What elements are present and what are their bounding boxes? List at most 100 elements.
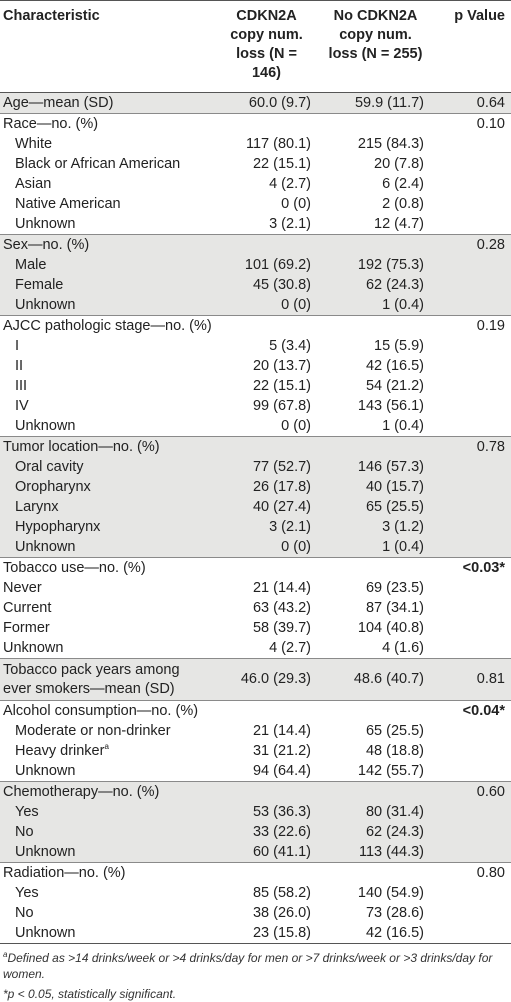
row-label: Tobacco use—no. (%) — [0, 557, 212, 578]
table-row-sub: Unknown 60 (41.1) 113 (44.3) — [0, 842, 511, 863]
row-label-text: No — [15, 824, 34, 840]
no-cdkn2a-loss-value — [315, 557, 432, 578]
row-label: No — [0, 903, 212, 923]
table-row-sub: Oral cavity 77 (52.7) 146 (57.3) — [0, 457, 511, 477]
row-label: Unknown — [0, 416, 212, 437]
p-value — [432, 174, 511, 194]
row-label-text: Unknown — [15, 216, 76, 232]
p-value — [432, 537, 511, 558]
p-value: 0.81 — [432, 658, 511, 701]
p-value — [432, 396, 511, 416]
no-cdkn2a-loss-value: 1 (0.4) — [315, 295, 432, 316]
p-value — [432, 638, 511, 659]
no-cdkn2a-loss-value: 6 (2.4) — [382, 176, 424, 192]
p-value: 0.78 — [432, 436, 511, 457]
row-label-text: Tobacco use—no. (%) — [3, 560, 146, 576]
row-label-text: Age—mean (SD) — [3, 95, 114, 111]
cdkn2a-loss-value: 60.0 (9.7) — [212, 92, 315, 114]
row-label: Black or African American — [0, 154, 212, 174]
row-label-text: AJCC pathologic stage—no. (%) — [3, 318, 212, 334]
no-cdkn2a-loss-value: 42 (16.5) — [315, 923, 432, 944]
cdkn2a-loss-value: 22 (15.1) — [252, 378, 311, 394]
row-label: III — [0, 376, 212, 396]
cdkn2a-loss-value: 23 (15.8) — [212, 923, 315, 944]
table-row-sub: Moderate or non-drinker 21 (14.4) 65 (25.5… — [0, 721, 511, 741]
table-row-group: Current 63 (43.2) 87 (34.1) — [0, 598, 511, 618]
table-row-group: Race—no. (%) 0.10 — [0, 113, 511, 134]
row-label-text: Larynx — [15, 499, 59, 515]
cdkn2a-loss-value: 3 (2.1) — [212, 517, 315, 537]
cdkn2a-loss-value: 40 (27.4) — [212, 497, 315, 517]
row-label: I — [0, 336, 212, 356]
footnote-a-marker: a — [3, 950, 8, 959]
p-value — [432, 214, 511, 235]
row-label-text: Alcohol consumption—no. (%) — [3, 703, 199, 719]
cdkn2a-loss-value: 21 (14.4) — [252, 580, 311, 596]
row-label: AJCC pathologic stage—no. (%) — [0, 315, 212, 336]
p-value: 0.28 — [432, 234, 511, 255]
row-label-text: Male — [15, 257, 47, 273]
row-label-text: Chemotherapy—no. (%) — [3, 784, 160, 800]
no-cdkn2a-loss-value: 140 (54.9) — [357, 885, 424, 901]
header-cdkn2a-loss-line2: copy num. — [230, 27, 303, 43]
no-cdkn2a-loss-value — [315, 862, 432, 883]
row-label-text: Moderate or non-drinker — [15, 723, 171, 739]
table-header-row: Characteristic CDKN2A copy num. loss (N … — [0, 0, 511, 93]
table-row-group: Chemotherapy—no. (%) 0.60 — [0, 781, 511, 802]
row-label: Unknown — [0, 295, 212, 316]
row-label: Sex—no. (%) — [0, 234, 212, 255]
no-cdkn2a-loss-value: 4 (1.6) — [382, 640, 424, 656]
cdkn2a-loss-value: 58 (39.7) — [252, 620, 311, 636]
p-value — [432, 517, 511, 537]
table-row-group: Age—mean (SD) 60.0 (9.7) 59.9 (11.7) 0.64 — [0, 92, 511, 114]
cdkn2a-loss-value: 94 (64.4) — [252, 763, 311, 779]
row-label: Race—no. (%) — [0, 113, 212, 134]
cdkn2a-loss-value: 117 (80.1) — [245, 136, 311, 152]
row-label: Hypopharynx — [0, 517, 212, 537]
row-label: Alcohol consumption—no. (%) — [0, 700, 212, 721]
table-row-sub: Oropharynx 26 (17.8) 40 (15.7) — [0, 477, 511, 497]
header-cdkn2a-loss-line3: loss (N = 146) — [236, 46, 297, 81]
header-cdkn2a-loss-line1: CDKN2A — [236, 8, 297, 24]
row-label: Chemotherapy—no. (%) — [0, 781, 212, 802]
p-value — [432, 134, 511, 154]
cdkn2a-loss-value: 99 (67.8) — [252, 398, 311, 414]
no-cdkn2a-loss-value — [315, 436, 432, 457]
cdkn2a-loss-value: 0 (0) — [281, 418, 311, 434]
p-value — [432, 618, 511, 638]
cdkn2a-loss-value: 45 (30.8) — [212, 275, 315, 295]
cdkn2a-loss-value: 60 (41.1) — [212, 842, 315, 863]
no-cdkn2a-loss-value: 65 (25.5) — [315, 497, 432, 517]
table-row-group: AJCC pathologic stage—no. (%) 0.19 — [0, 315, 511, 336]
row-label-text: Native American — [15, 196, 121, 212]
no-cdkn2a-loss-value: 104 (40.8) — [357, 620, 424, 636]
no-cdkn2a-loss-value: 73 (28.6) — [365, 905, 424, 921]
p-value — [432, 255, 511, 275]
no-cdkn2a-loss-value: 146 (57.3) — [315, 457, 432, 477]
cdkn2a-loss-value: 5 (3.4) — [269, 338, 311, 354]
table-row-sub: II 20 (13.7) 42 (16.5) — [0, 356, 511, 376]
table-row-sub: III 22 (15.1) 54 (21.2) — [0, 376, 511, 396]
no-cdkn2a-loss-value — [315, 234, 432, 255]
table-row-group: Never 21 (14.4) 69 (23.5) — [0, 578, 511, 598]
row-label-text: Hypopharynx — [15, 519, 101, 535]
p-value — [432, 923, 511, 944]
cdkn2a-loss-value: 4 (2.7) — [269, 176, 311, 192]
no-cdkn2a-loss-value: 3 (1.2) — [315, 517, 432, 537]
row-label-text: I — [15, 338, 20, 354]
no-cdkn2a-loss-value: 1 (0.4) — [315, 537, 432, 558]
no-cdkn2a-loss-value: 48.6 (40.7) — [315, 658, 432, 701]
p-value: <0.04* — [432, 700, 511, 721]
no-cdkn2a-loss-value — [315, 113, 432, 134]
p-value: 0.10 — [432, 113, 511, 134]
table-row-sub: Yes 85 (58.2) 140 (54.9) — [0, 883, 511, 903]
row-label-text: Female — [15, 277, 64, 293]
row-label-text: Race—no. (%) — [3, 116, 99, 132]
cdkn2a-loss-value: 0 (0) — [212, 295, 315, 316]
header-no-cdkn2a-loss-line3: loss (N = 255) — [328, 46, 423, 62]
header-p-value: p Value — [454, 8, 505, 24]
p-value — [432, 903, 511, 923]
no-cdkn2a-loss-value: 113 (44.3) — [315, 842, 432, 863]
cdkn2a-loss-value: 77 (52.7) — [212, 457, 315, 477]
